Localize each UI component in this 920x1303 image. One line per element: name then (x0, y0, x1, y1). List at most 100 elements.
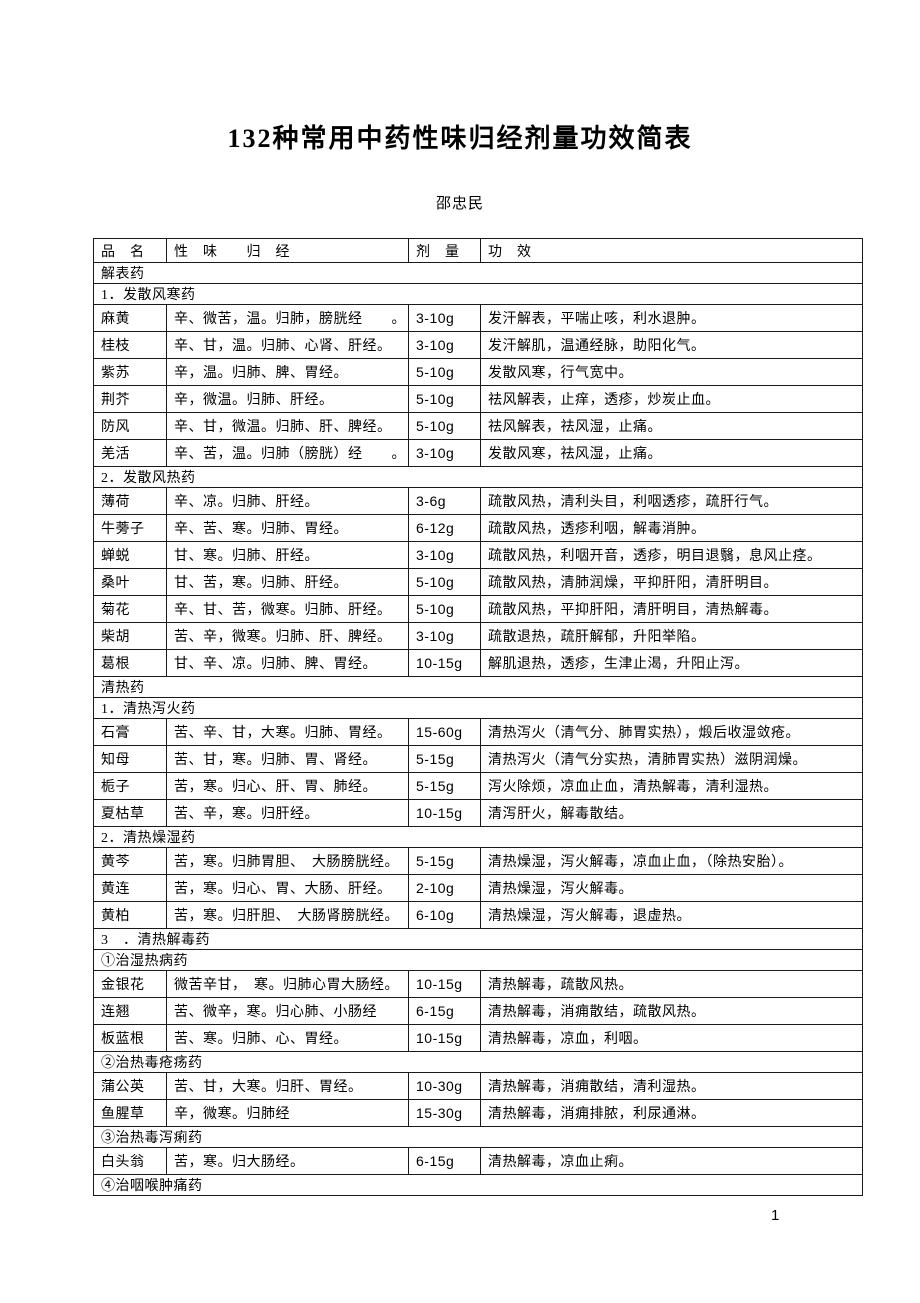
drug-dosage-cell: 15-60g (408, 718, 481, 746)
drug-effect-cell: 疏散风热，平抑肝阳，清肝明目，清热解毒。 (480, 595, 863, 623)
drug-row: 蝉蜕 甘、寒。归肺、肝经。 3-10g 疏散风热，利咽开音，透疹，明目退翳，息风止痉。 (93, 541, 863, 569)
drug-effect-cell: 清热泻火（清气分、肺胃实热），煅后收湿敛疮。 (480, 718, 863, 746)
drug-dosage-cell: 6-10g (408, 901, 481, 929)
drug-name-cell: 蒲公英 (93, 1072, 167, 1100)
drug-flavor-meridian-cell: 苦、寒。归肺、心、胃经。 (166, 1024, 409, 1052)
drug-flavor-meridian-cell: 苦，寒。归肺胃胆、 大肠膀胱经。 (166, 847, 409, 875)
drug-name-cell: 知母 (93, 745, 167, 773)
drug-name-cell: 柴胡 (93, 622, 167, 650)
drug-dosage-cell: 10-15g (408, 970, 481, 998)
section-row: ③治热毒泻痢药 (93, 1126, 863, 1148)
drug-row: 牛蒡子 辛、苦、寒。归肺、胃经。 6-12g 疏散风热，透疹利咽，解毒消肿。 (93, 514, 863, 542)
section-row: 1．清热泻火药 (93, 697, 863, 719)
drug-dosage-cell: 5-15g (408, 745, 481, 773)
drug-effect-cell: 发散风寒，行气宽中。 (480, 358, 863, 386)
drug-row: 葛根 甘、辛、凉。归肺、脾、胃经。 10-15g 解肌退热，透疹，生津止渴，升阳止泻。 (93, 649, 863, 677)
drug-name-cell: 白头翁 (93, 1147, 167, 1175)
drug-flavor-meridian-cell: 辛，微寒。归肺经 (166, 1099, 409, 1127)
section-row: 2．发散风热药 (93, 466, 863, 488)
drug-flavor-meridian-cell: 辛，微温。归肺、肝经。 (166, 385, 409, 413)
drug-name-cell: 葛根 (93, 649, 167, 677)
section-row: 清热药 (93, 676, 863, 698)
drug-name-cell: 黄芩 (93, 847, 167, 875)
drug-dosage-cell: 5-10g (408, 385, 481, 413)
drug-row: 金银花 微苦辛甘， 寒。归肺心胃大肠经。 10-15g 清热解毒，疏散风热。 (93, 970, 863, 998)
drug-name-cell: 蝉蜕 (93, 541, 167, 569)
author-name: 邵忠民 (435, 196, 484, 212)
medicine-table: 品 名 性 味 归 经 剂 量 功 效 解表药 1．发散风寒药 麻黄 辛、微苦，温。归… (93, 238, 863, 1196)
drug-dosage-cell: 6-15g (408, 1147, 481, 1175)
section-label: ①治湿热病药 (93, 949, 863, 971)
drug-name-cell: 黄柏 (93, 901, 167, 929)
drug-dosage-cell: 10-15g (408, 799, 481, 827)
drug-row: 黄柏 苦，寒。归肝胆、 大肠肾膀胱经。 6-10g 清热燥湿，泻火解毒，退虚热。 (93, 901, 863, 929)
drug-dosage-cell: 3-10g (408, 439, 481, 467)
section-label: 3 ．清热解毒药 (93, 928, 863, 950)
section-label: ②治热毒疮疡药 (93, 1051, 863, 1073)
drug-dosage-cell: 3-10g (408, 331, 481, 359)
drug-flavor-meridian-cell: 苦、辛、甘，大寒。归肺、胃经。 (166, 718, 409, 746)
drug-dosage-cell: 3-10g (408, 622, 481, 650)
drug-name-cell: 鱼腥草 (93, 1099, 167, 1127)
drug-dosage-cell: 5-10g (408, 358, 481, 386)
drug-effect-cell: 泻火除烦，凉血止血，清热解毒，清利湿热。 (480, 772, 863, 800)
drug-flavor-meridian-cell: 苦、甘，大寒。归肝、胃经。 (166, 1072, 409, 1100)
drug-flavor-meridian-cell: 辛，温。归肺、脾、胃经。 (166, 358, 409, 386)
section-label: ④治咽喉肿痛药 (93, 1174, 863, 1196)
drug-row: 夏枯草 苦、辛，寒。归肝经。 10-15g 清泻肝火，解毒散结。 (93, 799, 863, 827)
drug-effect-cell: 疏散风热，利咽开音，透疹，明目退翳，息风止痉。 (480, 541, 863, 569)
drug-name-cell: 板蓝根 (93, 1024, 167, 1052)
drug-effect-cell: 清热解毒，凉血，利咽。 (480, 1024, 863, 1052)
col-header-dosage: 剂 量 (408, 238, 481, 263)
table-header: 品 名 性 味 归 经 剂 量 功 效 (93, 238, 863, 263)
section-row: ②治热毒疮疡药 (93, 1051, 863, 1073)
drug-row: 黄连 苦，寒。归心、胃、大肠、肝经。 2-10g 清热燥湿，泻火解毒。 (93, 874, 863, 902)
drug-flavor-meridian-cell: 甘、苦，寒。归肺、肝经。 (166, 568, 409, 596)
drug-effect-cell: 疏散风热，透疹利咽，解毒消肿。 (480, 514, 863, 542)
table-header-row: 品 名 性 味 归 经 剂 量 功 效 (93, 238, 863, 263)
drug-flavor-meridian-cell: 辛、凉。归肺、肝经。 (166, 487, 409, 515)
drug-dosage-cell: 5-10g (408, 568, 481, 596)
drug-flavor-meridian-cell: 辛、甘、苦，微寒。归肺、肝经。 (166, 595, 409, 623)
drug-dosage-cell: 5-10g (408, 595, 481, 623)
drug-flavor-meridian-cell: 苦、甘，寒。归肺、胃、肾经。 (166, 745, 409, 773)
drug-name-cell: 栀子 (93, 772, 167, 800)
drug-dosage-cell: 5-10g (408, 412, 481, 440)
drug-row: 防风 辛、甘，微温。归肺、肝、脾经。 5-10g 祛风解表，祛风湿，止痛。 (93, 412, 863, 440)
drug-name-cell: 夏枯草 (93, 799, 167, 827)
drug-name-cell: 紫苏 (93, 358, 167, 386)
drug-flavor-meridian-cell: 辛、苦，温。归肺（膀胱）经 。 (166, 439, 409, 467)
drug-row: 麻黄 辛、微苦，温。归肺，膀胱经 。 3-10g 发汗解表，平喘止咳，利水退肿。 (93, 304, 863, 332)
section-row: 解表药 (93, 262, 863, 284)
section-row: ①治湿热病药 (93, 949, 863, 971)
section-row: 1．发散风寒药 (93, 283, 863, 305)
drug-flavor-meridian-cell: 微苦辛甘， 寒。归肺心胃大肠经。 (166, 970, 409, 998)
section-label: 1．清热泻火药 (93, 697, 863, 719)
drug-flavor-meridian-cell: 苦，寒。归大肠经。 (166, 1147, 409, 1175)
drug-name-cell: 薄荷 (93, 487, 167, 515)
drug-row: 荆芥 辛，微温。归肺、肝经。 5-10g 祛风解表，止痒，透疹，炒炭止血。 (93, 385, 863, 413)
section-label: 2．清热燥湿药 (93, 826, 863, 848)
drug-flavor-meridian-cell: 辛、甘，微温。归肺、肝、脾经。 (166, 412, 409, 440)
drug-effect-cell: 清热燥湿，泻火解毒。 (480, 874, 863, 902)
drug-row: 栀子 苦，寒。归心、肝、胃、肺经。 5-15g 泻火除烦，凉血止血，清热解毒，清利湿热… (93, 772, 863, 800)
drug-effect-cell: 清热燥湿，泻火解毒，凉血止血，（除热安胎）。 (480, 847, 863, 875)
drug-dosage-cell: 3-10g (408, 304, 481, 332)
drug-effect-cell: 祛风解表，祛风湿，止痛。 (480, 412, 863, 440)
drug-flavor-meridian-cell: 苦，寒。归心、肝、胃、肺经。 (166, 772, 409, 800)
drug-effect-cell: 清热解毒，消痈排脓，利尿通淋。 (480, 1099, 863, 1127)
drug-dosage-cell: 2-10g (408, 874, 481, 902)
drug-flavor-meridian-cell: 辛、甘，温。归肺、心肾、肝经。 (166, 331, 409, 359)
drug-name-cell: 菊花 (93, 595, 167, 623)
drug-flavor-meridian-cell: 苦，寒。归心、胃、大肠、肝经。 (166, 874, 409, 902)
drug-flavor-meridian-cell: 辛、苦、寒。归肺、胃经。 (166, 514, 409, 542)
drug-row: 黄芩 苦，寒。归肺胃胆、 大肠膀胱经。 5-15g 清热燥湿，泻火解毒，凉血止血，（除… (93, 847, 863, 875)
drug-flavor-meridian-cell: 苦、辛，寒。归肝经。 (166, 799, 409, 827)
drug-effect-cell: 清热燥湿，泻火解毒，退虚热。 (480, 901, 863, 929)
page-number: 1 (771, 1207, 780, 1224)
drug-name-cell: 防风 (93, 412, 167, 440)
drug-row: 桂枝 辛、甘，温。归肺、心肾、肝经。 3-10g 发汗解肌，温通经脉，助阳化气。 (93, 331, 863, 359)
section-label: ③治热毒泻痢药 (93, 1126, 863, 1148)
drug-dosage-cell: 5-15g (408, 772, 481, 800)
drug-name-cell: 麻黄 (93, 304, 167, 332)
